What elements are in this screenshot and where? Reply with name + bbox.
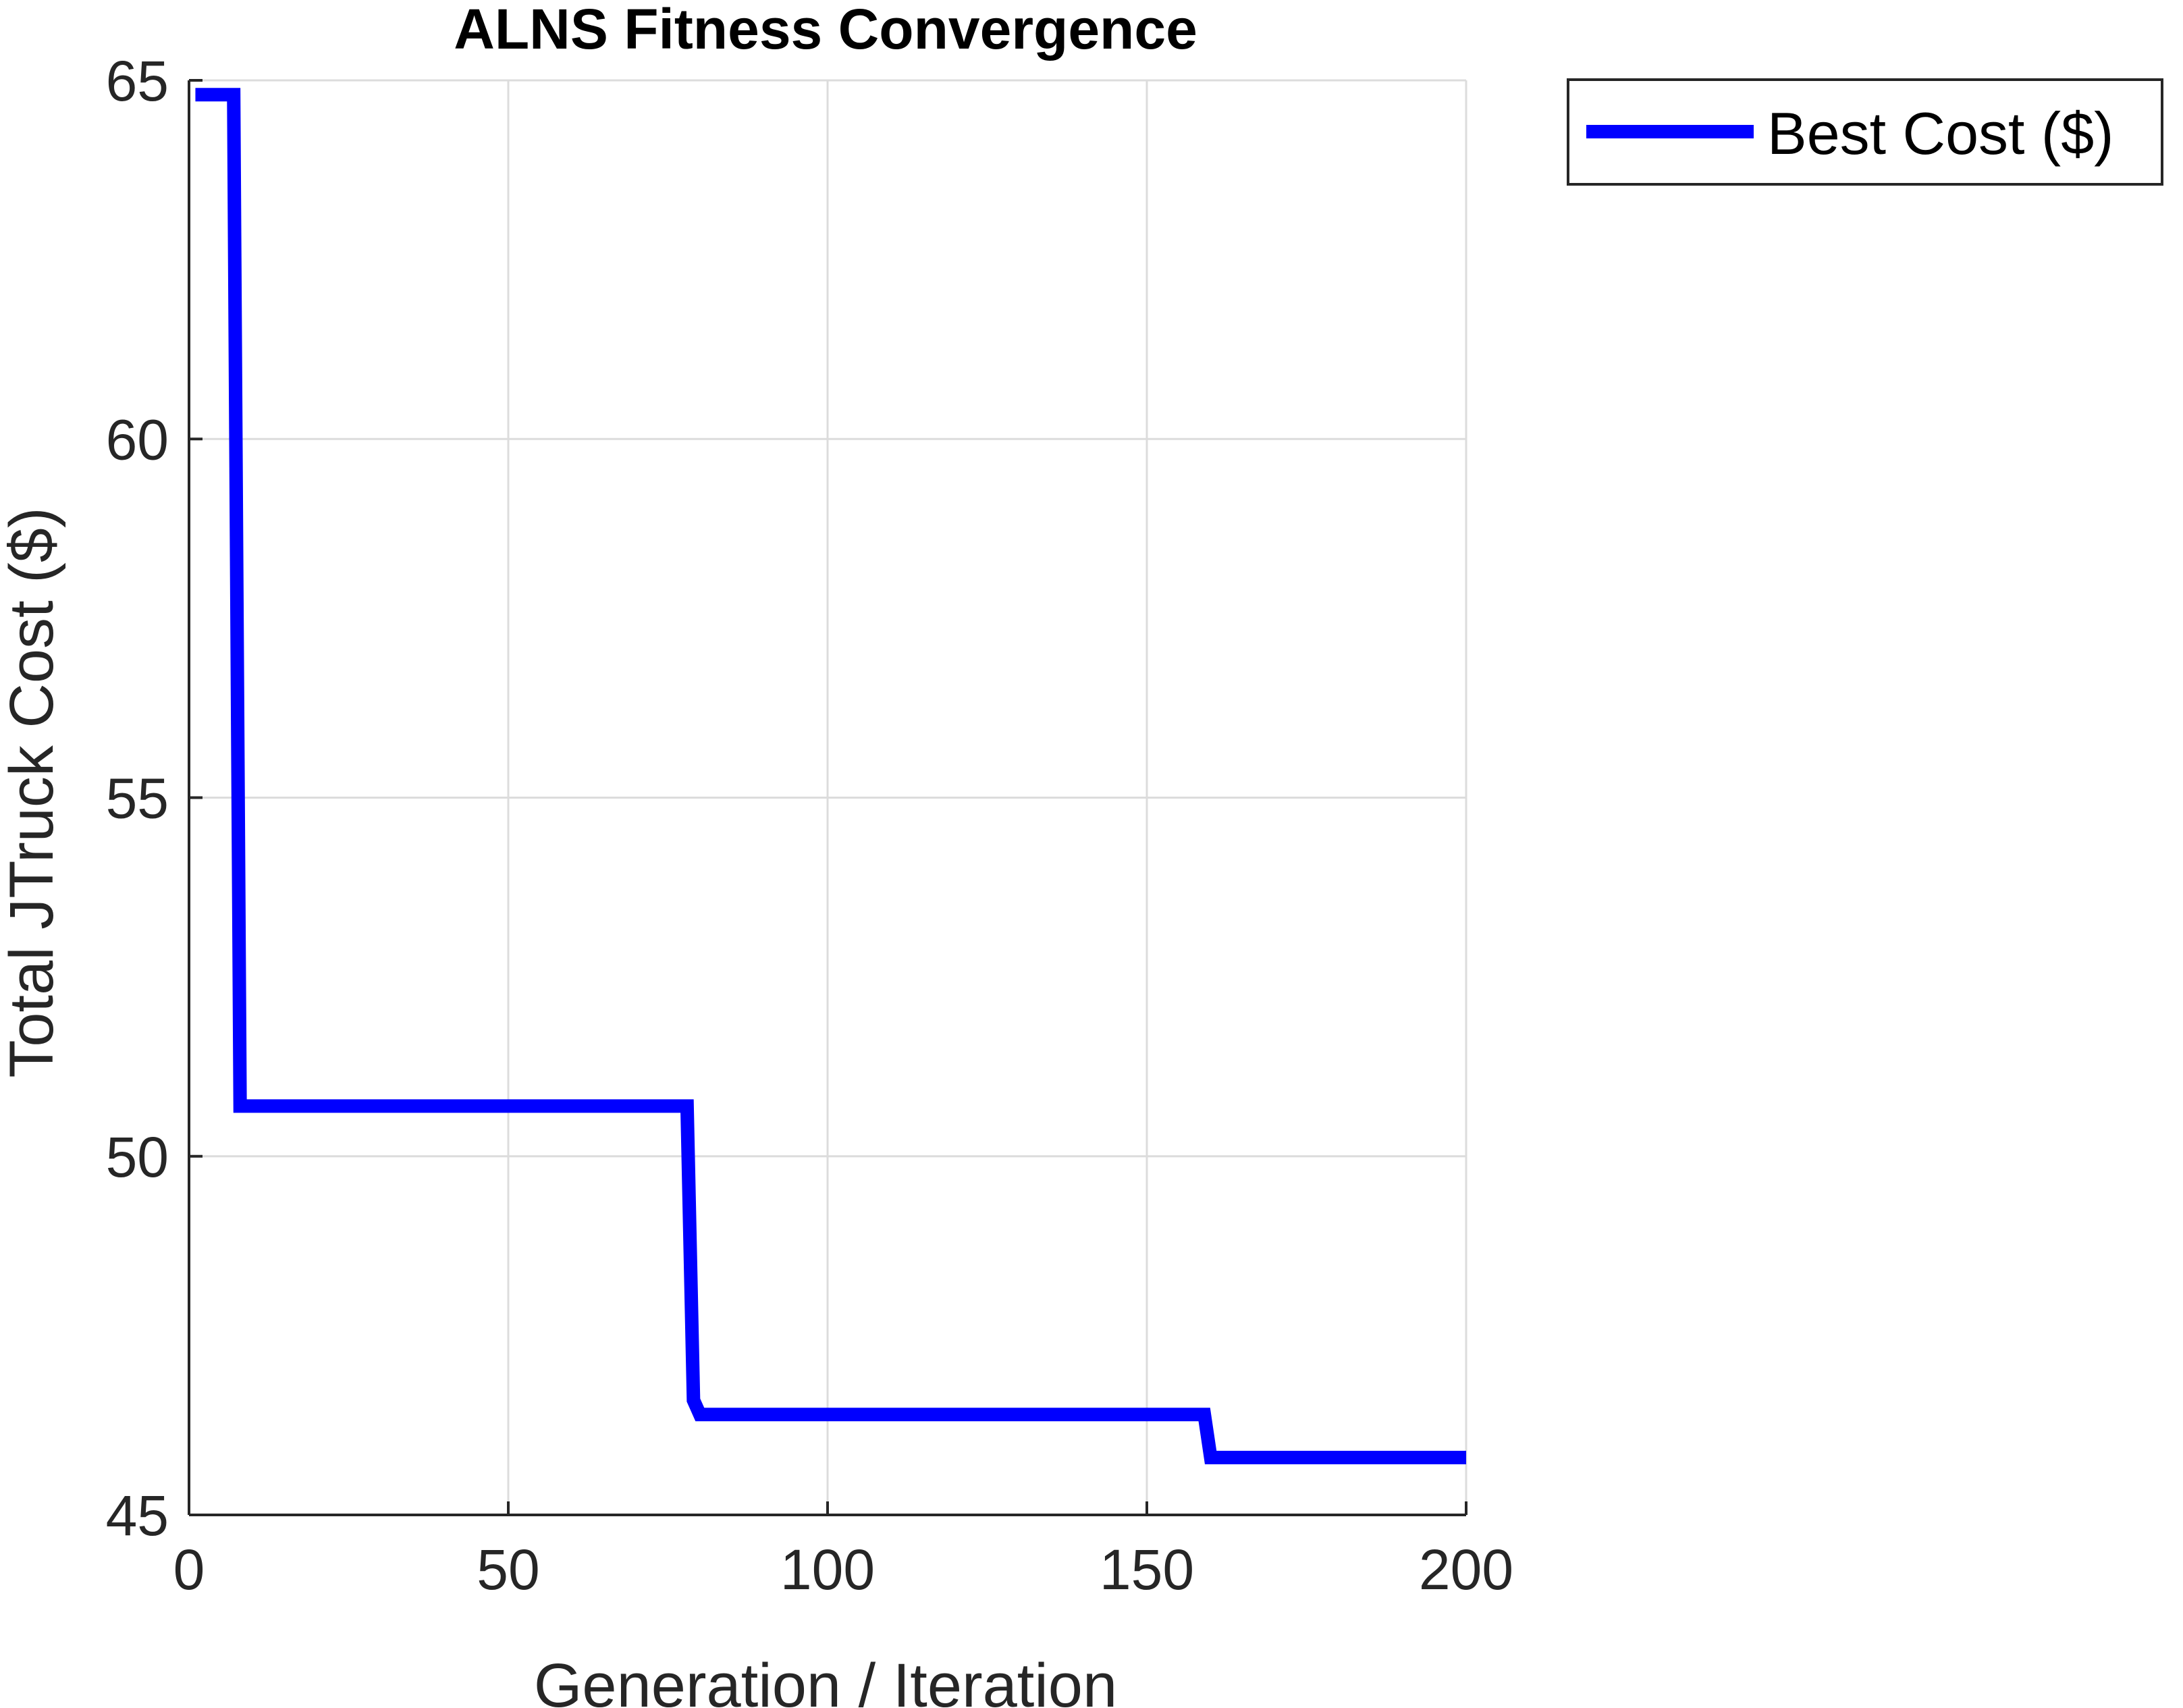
chart-title: ALNS Fitness Convergence bbox=[454, 0, 1197, 61]
y-tick-label: 50 bbox=[106, 1125, 169, 1189]
axes bbox=[188, 79, 1467, 1516]
x-tick-label: 0 bbox=[173, 1538, 205, 1601]
y-tick-label: 65 bbox=[106, 49, 169, 113]
legend: Best Cost ($) bbox=[1567, 78, 2163, 186]
series-layer bbox=[195, 88, 1466, 1464]
x-tick-label: 100 bbox=[780, 1538, 875, 1601]
x-tick-label: 50 bbox=[477, 1538, 539, 1601]
series-line-best-cost bbox=[195, 88, 1466, 1464]
y-tick-label: 55 bbox=[106, 767, 169, 830]
x-tick-label: 200 bbox=[1419, 1538, 1513, 1601]
x-axis-label: Generation / Iteration bbox=[534, 1651, 1117, 1708]
x-tick-label: 150 bbox=[1100, 1538, 1194, 1601]
y-axis-label: Total JTruck Cost ($) bbox=[0, 507, 66, 1077]
legend-label: Best Cost ($) bbox=[1767, 100, 2113, 167]
y-tick-label: 45 bbox=[106, 1484, 169, 1547]
y-tick-label: 60 bbox=[106, 408, 169, 471]
tick-labels: 0 50 100 150 200 45 50 55 60 65 bbox=[106, 49, 1514, 1601]
